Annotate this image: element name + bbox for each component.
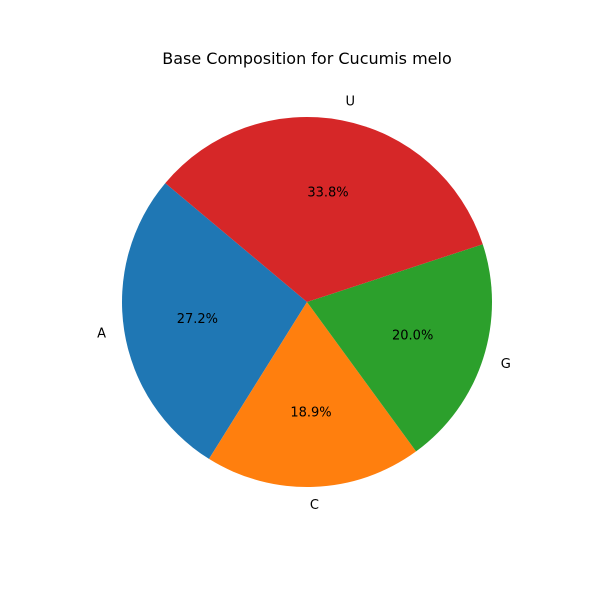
chart-title: Base Composition for Cucumis melo — [162, 49, 452, 68]
pct-label-c: 18.9% — [290, 405, 331, 420]
pie-labels: A 27.2% C 18.9% G 20.0% U 33.8% — [97, 95, 511, 513]
slice-label-a: A — [97, 326, 106, 341]
pct-label-u: 33.8% — [307, 186, 348, 201]
pie-slice-a — [121, 183, 307, 459]
pie-slice-c — [209, 302, 417, 488]
pct-label-g: 20.0% — [392, 329, 433, 344]
slice-label-g: G — [501, 357, 511, 372]
pie-slices — [121, 116, 493, 488]
pie-slice-u — [165, 116, 483, 303]
slice-label-c: C — [310, 498, 319, 513]
pie-slice-g — [307, 244, 493, 452]
pct-label-a: 27.2% — [177, 312, 218, 327]
slice-label-u: U — [345, 95, 355, 110]
